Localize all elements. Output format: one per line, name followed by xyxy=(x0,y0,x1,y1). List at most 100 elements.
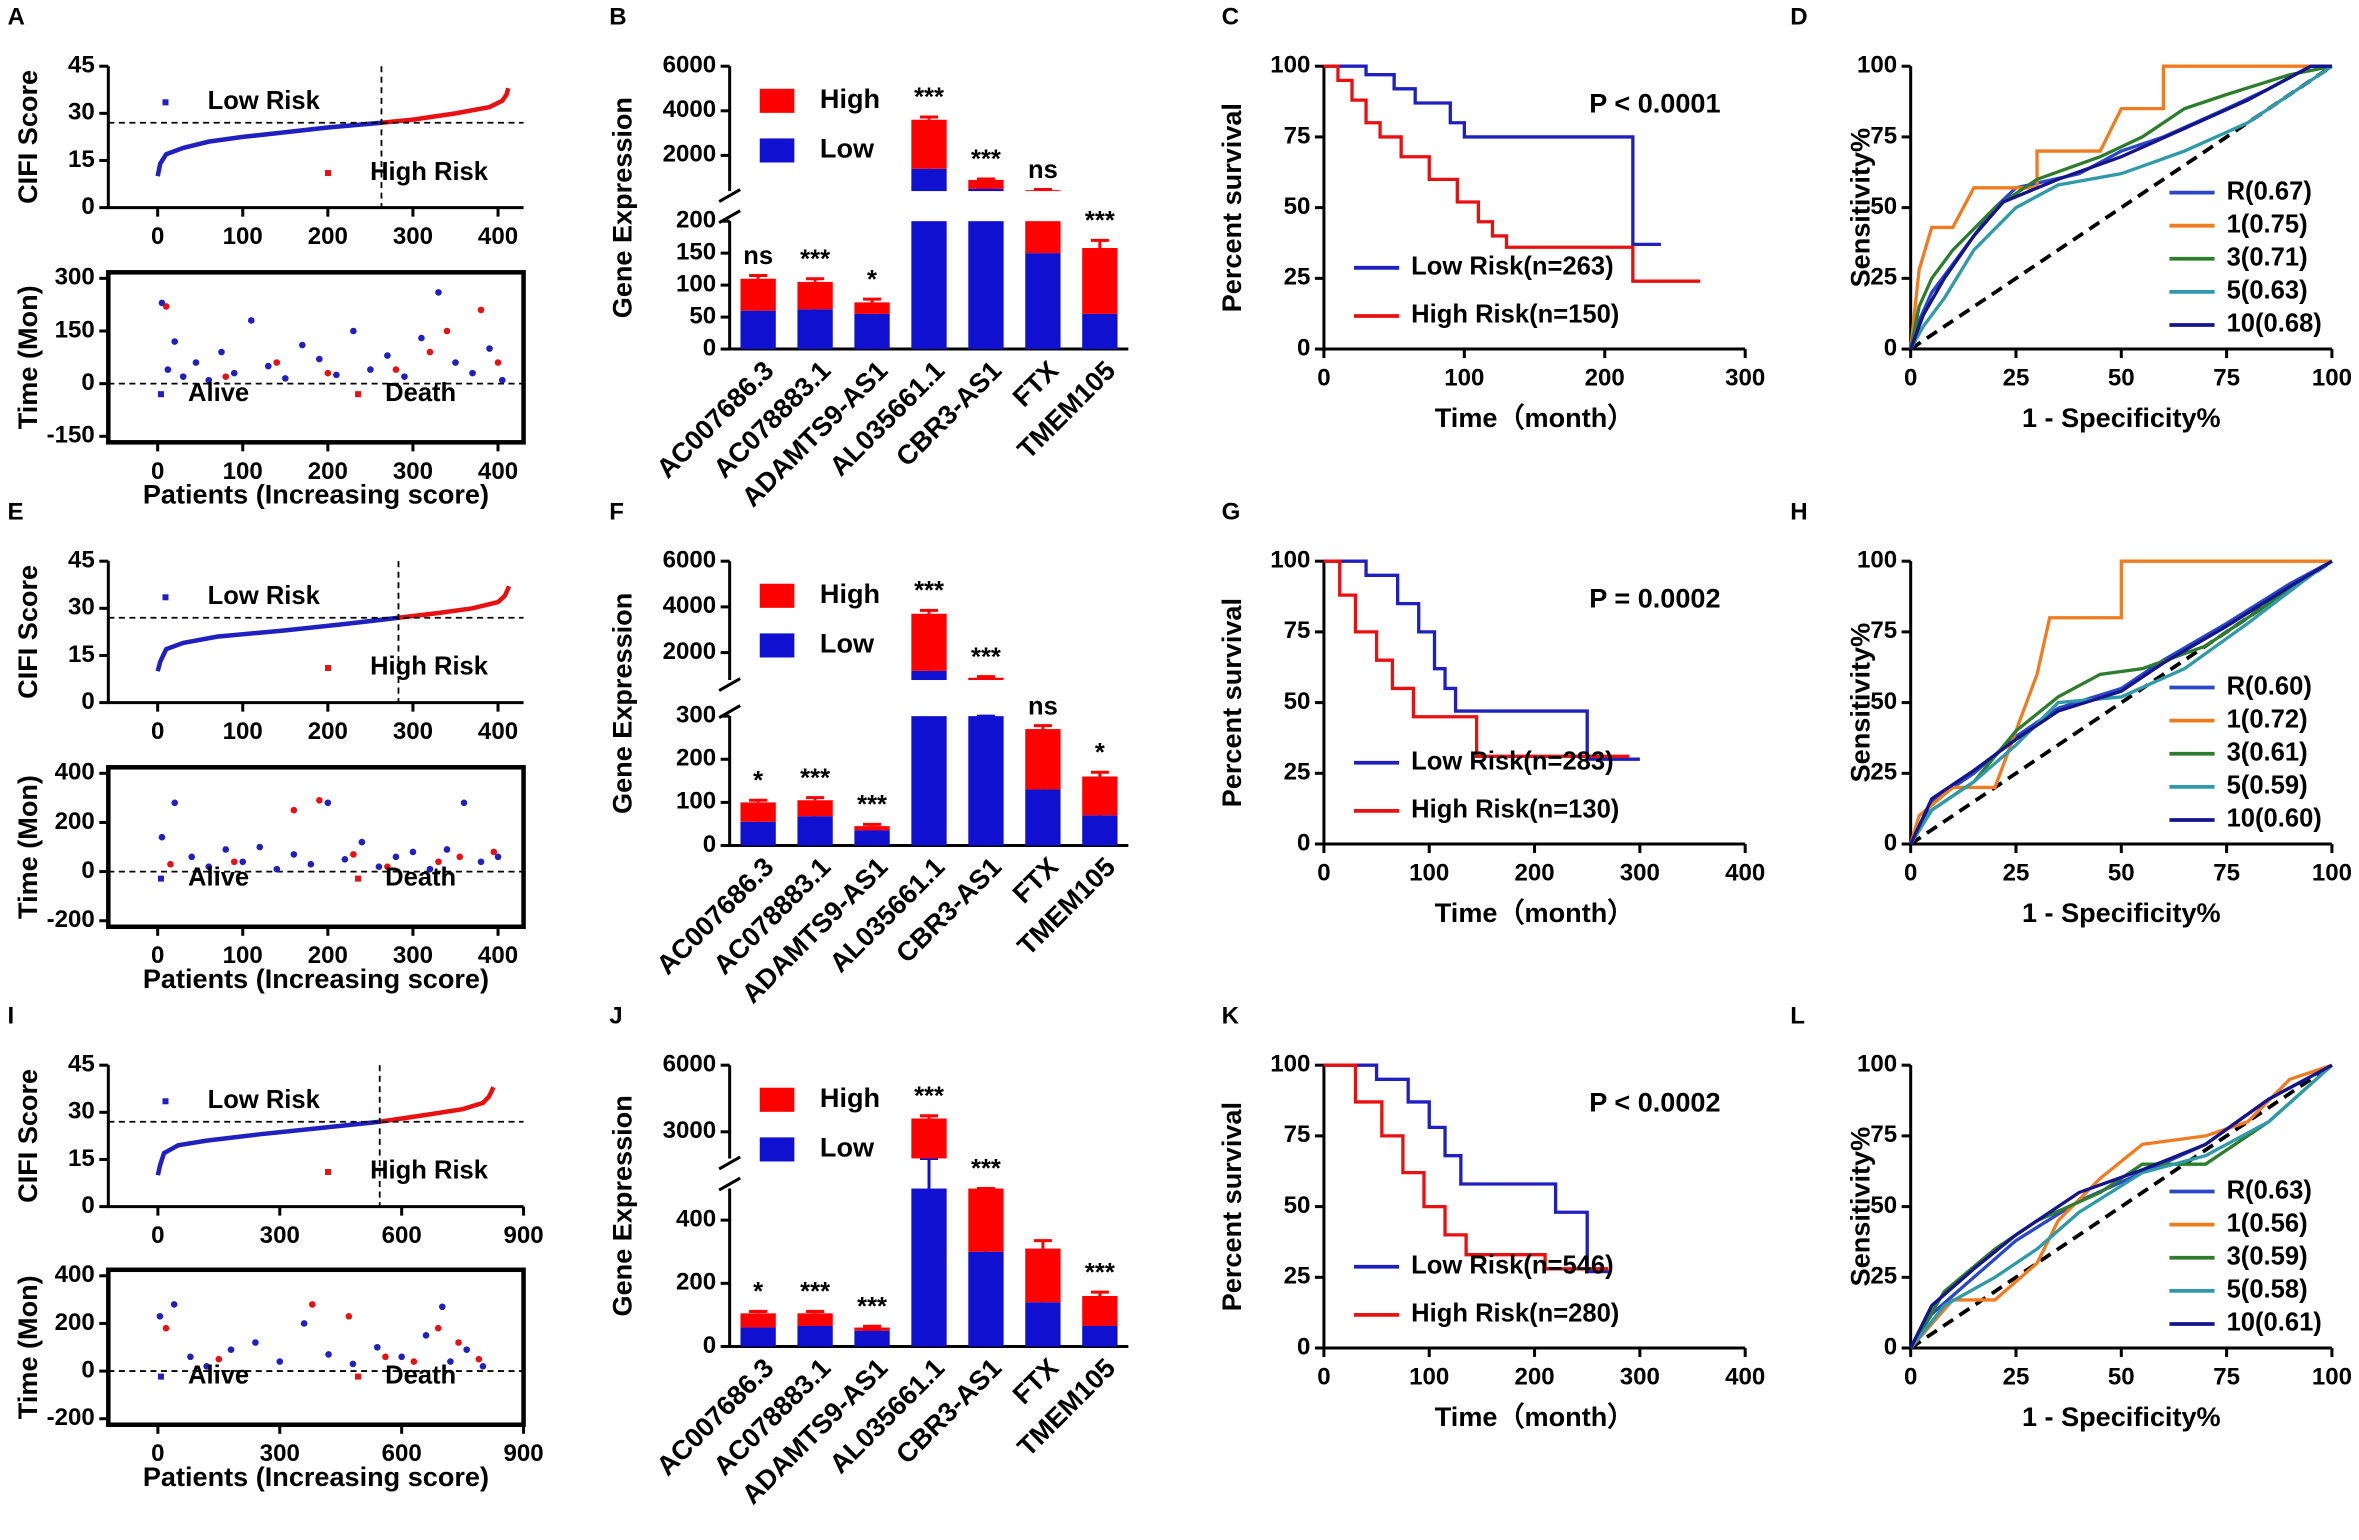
series-line xyxy=(1909,64,2333,350)
legend-label: R(0.60) xyxy=(2227,672,2312,700)
legend-label: Low Risk(n=283) xyxy=(1411,748,1613,776)
point xyxy=(324,369,332,377)
point xyxy=(252,1339,259,1346)
x-tick-label: 0 xyxy=(1904,859,1917,886)
x-tick-label: 400 xyxy=(478,942,518,969)
point xyxy=(222,373,230,380)
y-tick-label: 100 xyxy=(1857,547,1897,574)
x-tick-label: 200 xyxy=(308,942,348,969)
x-tick-label: 0 xyxy=(151,942,164,969)
error-bar xyxy=(749,798,768,803)
x-tick-label: 300 xyxy=(1620,1363,1660,1390)
point xyxy=(443,327,451,335)
series-line xyxy=(155,120,382,177)
legend-label: Low Risk(n=546) xyxy=(1411,1252,1613,1280)
y-tick-label: 50 xyxy=(1284,1192,1311,1219)
y-tick-label: 200 xyxy=(676,207,716,234)
legend-label: Alive xyxy=(188,863,249,891)
point xyxy=(475,1355,483,1363)
bar-segment xyxy=(1025,789,1061,846)
y-tick-label: 45 xyxy=(68,52,95,79)
x-tick-label: 900 xyxy=(503,1440,543,1467)
legend-marker xyxy=(157,1373,164,1380)
series-line xyxy=(1323,559,1630,758)
series-line xyxy=(1909,1063,2333,1349)
error-bar xyxy=(1090,1290,1109,1296)
point xyxy=(384,863,391,870)
x-tick-label: 100 xyxy=(223,942,263,969)
panel-label: G xyxy=(1222,498,1241,525)
y-axis-label: Time (Mon) xyxy=(12,775,43,919)
bar-segment xyxy=(797,800,833,817)
bar-segment xyxy=(854,1330,890,1347)
point xyxy=(477,306,485,314)
series-line xyxy=(1323,64,1661,247)
series-line xyxy=(1909,64,2332,350)
y-tick-label: 0 xyxy=(81,688,94,715)
legend-label: High xyxy=(820,83,880,114)
x-tick-label: 0 xyxy=(151,223,164,250)
x-axis-label: 1 - Specificity% xyxy=(2022,402,2221,433)
series-line xyxy=(1909,1063,2334,1349)
bar-segment xyxy=(968,677,1004,681)
panel-label: D xyxy=(1790,3,1807,30)
error-bar xyxy=(1033,1239,1052,1249)
series-line xyxy=(1909,559,2333,845)
error-bar xyxy=(806,796,825,801)
y-tick-label: 0 xyxy=(1884,829,1897,856)
legend-marker xyxy=(759,633,795,658)
legend-label: Death xyxy=(385,863,456,891)
point xyxy=(401,373,408,380)
legend-label: High Risk(n=280) xyxy=(1411,1300,1619,1328)
x-tick-label: 100 xyxy=(1409,859,1449,886)
reference-line xyxy=(1909,1063,2333,1350)
x-tick-label: 200 xyxy=(308,223,348,250)
y-axis-label: Time (Mon) xyxy=(12,285,43,429)
error-bar xyxy=(863,822,882,827)
y-tick-label: 100 xyxy=(676,788,716,815)
point xyxy=(409,848,417,856)
x-tick-label: 75 xyxy=(2213,1363,2240,1390)
point xyxy=(350,327,357,335)
legend-marker xyxy=(162,99,169,106)
legend-label: 10(0.61) xyxy=(2227,1309,2322,1337)
y-tick-label: 100 xyxy=(1270,1051,1310,1078)
error-bar xyxy=(919,608,939,614)
x-tick-label: 0 xyxy=(1317,1363,1330,1390)
bar-segment xyxy=(854,1327,890,1331)
y-tick-label: 25 xyxy=(1284,1263,1311,1290)
reference-line xyxy=(1909,64,2333,351)
x-tick-label: 75 xyxy=(2213,364,2240,391)
y-tick-label: 75 xyxy=(1870,1121,1897,1148)
x-tick-label: 100 xyxy=(1444,364,1484,391)
bar-segment xyxy=(1082,1325,1118,1347)
x-axis-label: Patients (Increasing score) xyxy=(143,1461,489,1492)
y-tick-label: 50 xyxy=(689,302,716,329)
x-tick-label: 25 xyxy=(2003,859,2030,886)
bar-segment xyxy=(797,816,833,846)
x-tick-label: 200 xyxy=(308,718,348,745)
point xyxy=(188,853,196,861)
y-tick-label: 0 xyxy=(81,1356,94,1383)
series-line xyxy=(155,1119,380,1176)
error-bar xyxy=(749,1309,768,1314)
point xyxy=(158,833,166,841)
y-axis-label: Percent survival xyxy=(1216,1102,1247,1311)
series-line xyxy=(1909,64,2332,350)
bar-segment xyxy=(911,1118,947,1159)
point xyxy=(203,1363,210,1370)
point xyxy=(384,352,391,359)
annotation: P < 0.0001 xyxy=(1589,87,1720,118)
legend-marker xyxy=(157,391,164,398)
point xyxy=(463,1346,470,1353)
y-tick-label: 15 xyxy=(68,146,95,173)
bar-segment xyxy=(968,188,1004,192)
bar-segment xyxy=(968,179,1004,189)
legend-label: 10(0.60) xyxy=(2227,805,2322,833)
y-tick-label: 75 xyxy=(1284,617,1311,644)
y-tick-label: 400 xyxy=(55,1261,95,1288)
y-tick-label: 3000 xyxy=(663,1117,717,1144)
point xyxy=(156,1312,164,1320)
y-tick-label: 50 xyxy=(1284,688,1311,715)
x-tick-label: 200 xyxy=(1514,859,1554,886)
